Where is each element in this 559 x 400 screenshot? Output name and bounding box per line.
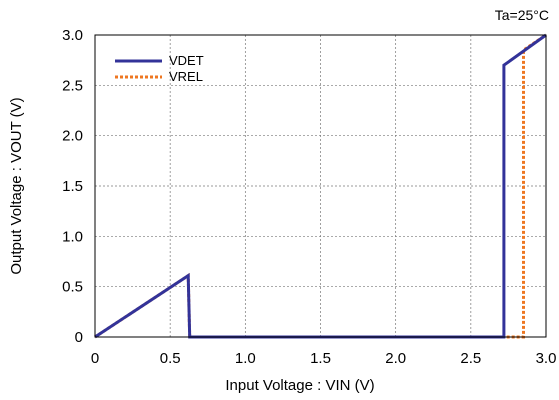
temperature-condition: Ta=25°C bbox=[495, 7, 549, 23]
x-tick-label: 0 bbox=[91, 350, 99, 367]
plot-frame bbox=[94, 34, 547, 338]
y-tick-label: 0.5 bbox=[62, 279, 83, 296]
x-tick-label: 2.5 bbox=[460, 350, 481, 367]
legend: VDET VREL bbox=[115, 53, 204, 84]
x-tick-label: 0.5 bbox=[160, 350, 181, 367]
x-tick-label: 1.0 bbox=[235, 350, 256, 367]
legend-label-vdet: VDET bbox=[169, 53, 204, 68]
x-tick-labels: 0 0.5 1.0 1.5 2.0 2.5 3.0 bbox=[91, 350, 557, 367]
y-tick-label: 1.5 bbox=[62, 178, 83, 195]
y-tick-label: 2.0 bbox=[62, 128, 83, 145]
y-tick-label: 3.0 bbox=[62, 27, 83, 44]
y-axis-label: Output Voltage : VOUT (V) bbox=[8, 97, 25, 274]
x-tick-label: 2.0 bbox=[385, 350, 406, 367]
x-tick-label: 3.0 bbox=[536, 350, 557, 367]
grid-lines bbox=[95, 35, 546, 337]
y-tick-label: 1.0 bbox=[62, 228, 83, 245]
x-axis-label: Input Voltage : VIN (V) bbox=[225, 377, 374, 394]
y-tick-labels: 0 0.5 1.0 1.5 2.0 2.5 3.0 bbox=[62, 27, 83, 346]
x-tick-label: 1.5 bbox=[310, 350, 331, 367]
y-tick-label: 2.5 bbox=[62, 77, 83, 94]
legend-label-vrel: VREL bbox=[169, 69, 203, 84]
y-tick-label: 0 bbox=[75, 329, 83, 346]
